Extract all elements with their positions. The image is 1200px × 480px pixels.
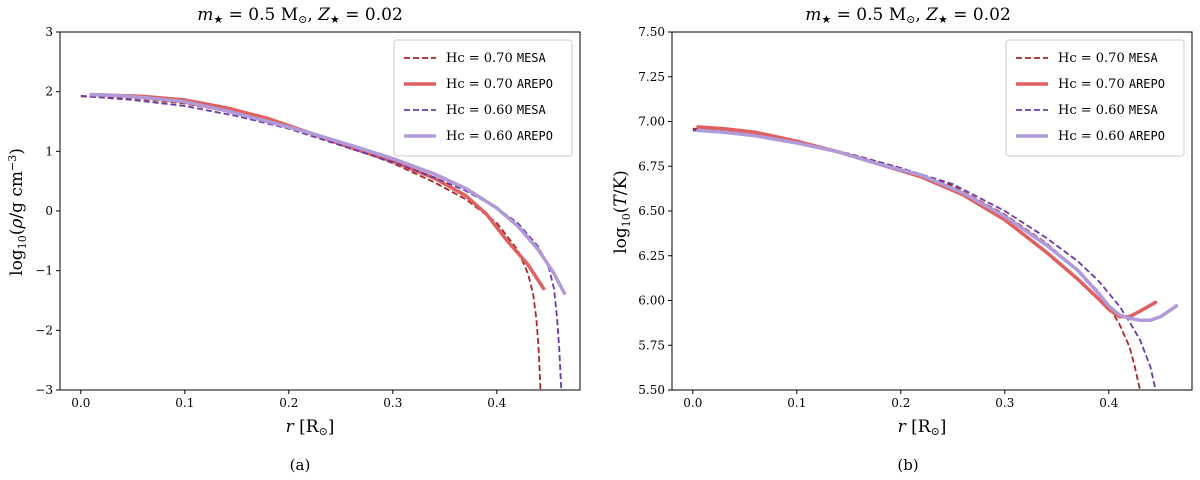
density-legend-box (393, 39, 573, 157)
temperature-y-tick-label: 6.75 (638, 159, 665, 173)
density-x-tick-label: 0.3 (383, 396, 402, 410)
density-y-tick-label: 2 (45, 85, 53, 99)
temperature-series-line-0 (692, 127, 1141, 390)
temperature-x-tick-label: 0.3 (995, 396, 1014, 410)
temperature-legend-label-3: Hc = 0.60 AREPO (1058, 129, 1165, 144)
density-y-tick-label: 1 (45, 144, 53, 158)
density-series-line-2 (80, 94, 563, 390)
temperature-legend-label-1: Hc = 0.70 AREPO (1058, 77, 1165, 92)
density-legend: Hc = 0.70 MESA Hc = 0.70 AREPO Hc = 0.60 M… (393, 39, 573, 157)
density-y-axis-label: log10(ρ/g cm−3) (6, 148, 29, 276)
temperature-y-tick-label: 5.75 (638, 338, 665, 352)
density-y-tick-label: −1 (35, 264, 53, 278)
density-legend-label-0: Hc = 0.70 MESA (446, 51, 547, 66)
temperature-legend-label-2: Hc = 0.60 MESA (1058, 103, 1159, 118)
temperature-x-tick-label: 0.0 (683, 396, 702, 410)
density-x-tick-label: 0.4 (487, 396, 506, 410)
density-y-tick-label: 0 (45, 204, 53, 218)
temperature-x-tick-label: 0.1 (787, 396, 806, 410)
density-series-line-3 (89, 92, 567, 296)
temperature-y-tick-label: 7.00 (638, 115, 665, 129)
density-series-group (80, 92, 567, 390)
temperature-y-tick-label: 5.50 (638, 383, 665, 397)
temperature-y-tick-label: 6.50 (638, 204, 665, 218)
temperature-x-tick-label: 0.4 (1099, 396, 1118, 410)
density-x-axis-label: r [R⊙] (286, 417, 335, 438)
temperature-y-tick-label: 7.50 (638, 25, 665, 39)
temperature-x-axis-label: r [R⊙] (898, 417, 947, 438)
temperature-panel: m★ = 0.5 M⊙, Z★ = 0.02 0.0 0.1 0.2 0.3 0.4 5.… (611, 5, 1193, 474)
temperature-y-tick-label: 6.00 (638, 294, 665, 308)
density-x-tick-label: 0.0 (71, 396, 90, 410)
density-legend-label-2: Hc = 0.60 MESA (446, 103, 547, 118)
density-legend-label-3: Hc = 0.60 AREPO (446, 129, 553, 144)
temperature-y-axis-label: log10(T/K) (611, 170, 633, 254)
temperature-legend-box (1005, 39, 1185, 157)
density-legend-label-1: Hc = 0.70 AREPO (446, 77, 553, 92)
temperature-legend-label-0: Hc = 0.70 MESA (1058, 51, 1159, 66)
temperature-x-tick-label: 0.2 (891, 396, 910, 410)
temperature-series-line-3 (696, 128, 1179, 322)
density-panel: m★ = 0.5 M⊙, Z★ = 0.02 0.0 0.1 0.2 0.3 0.4 −3… (6, 5, 581, 474)
density-plot-area: 0.0 0.1 0.2 0.3 0.4 −3 −2 −1 0 1 2 3 (35, 25, 581, 410)
temperature-panel-caption: (b) (897, 456, 918, 474)
density-panel-caption: (a) (290, 456, 311, 474)
temperature-y-tick-label: 7.25 (638, 70, 665, 84)
density-x-tick-label: 0.1 (175, 396, 194, 410)
temperature-series-line-2 (692, 129, 1157, 390)
density-y-tick-label: −3 (35, 383, 53, 397)
temperature-legend: Hc = 0.70 MESA Hc = 0.70 AREPO Hc = 0.60 M… (1005, 39, 1185, 157)
temperature-panel-title: m★ = 0.5 M⊙, Z★ = 0.02 (805, 5, 1011, 26)
density-y-tick-label: −2 (35, 323, 53, 337)
density-y-tick-label: 3 (45, 25, 53, 39)
temperature-y-tick-label: 6.25 (638, 249, 665, 263)
temperature-series-group (692, 125, 1179, 390)
density-panel-title: m★ = 0.5 M⊙, Z★ = 0.02 (197, 5, 403, 26)
density-x-tick-label: 0.2 (279, 396, 298, 410)
temperature-plot-area: 0.0 0.1 0.2 0.3 0.4 5.50 5.75 6.00 6.25 6.50 6.75 7… (638, 25, 1193, 410)
